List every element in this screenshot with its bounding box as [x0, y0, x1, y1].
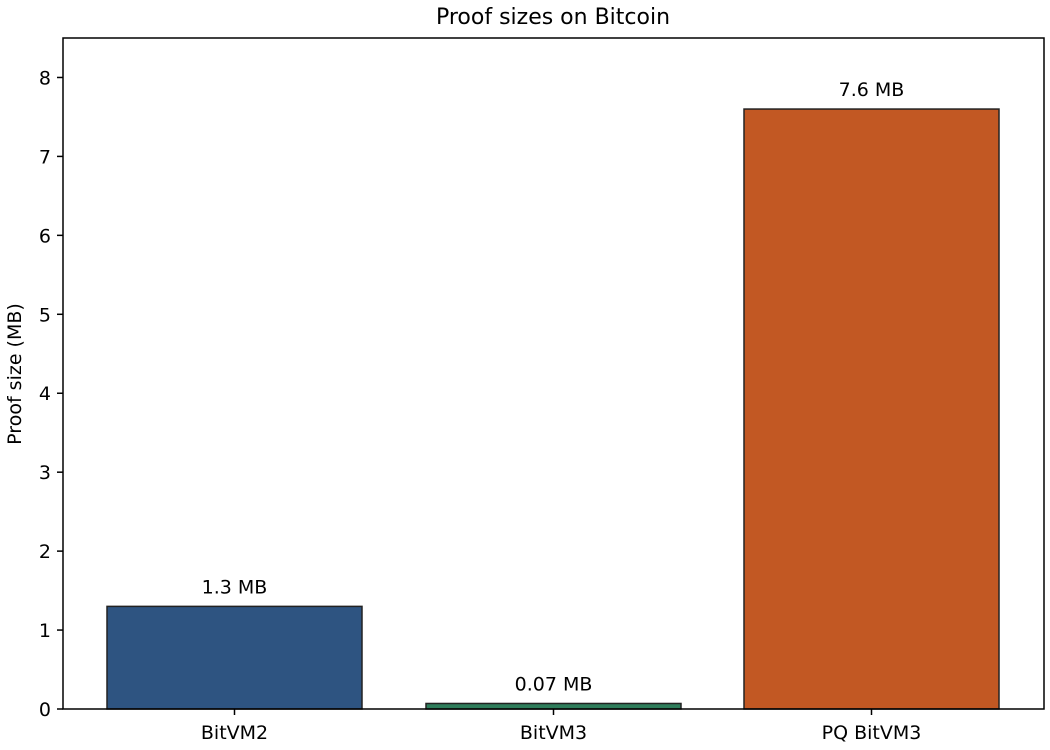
y-axis-label: Proof size (MB): [4, 303, 26, 445]
y-tick-label: 7: [39, 146, 51, 168]
x-axis-ticks: BitVM2 BitVM3 PQ BitVM3: [201, 709, 921, 744]
y-tick-label: 8: [39, 67, 51, 89]
data-label: 0.07 MB: [515, 673, 593, 695]
x-tick-label: BitVM3: [520, 722, 587, 744]
x-tick-label: PQ BitVM3: [822, 722, 922, 744]
bar-bitvm2: [106, 605, 363, 710]
y-tick-label: 4: [39, 383, 51, 405]
data-labels-group: 1.3 MB 0.07 MB 7.6 MB: [202, 79, 905, 695]
y-tick-label: 0: [39, 699, 51, 721]
y-tick-label: 2: [39, 541, 51, 563]
bars-group: [106, 108, 1000, 710]
y-tick-label: 6: [39, 225, 51, 247]
x-tick-label: BitVM2: [201, 722, 268, 744]
y-tick-label: 1: [39, 620, 51, 642]
bar-pq-bitvm3: [743, 108, 1000, 710]
bar-bitvm3: [425, 702, 682, 710]
chart-title: Proof sizes on Bitcoin: [436, 5, 670, 30]
data-label: 7.6 MB: [839, 79, 905, 101]
plot-frame: [62, 37, 1045, 710]
y-tick-label: 3: [39, 462, 51, 484]
y-axis-ticks: 0 1 2 3 4 5 6 7 8: [39, 67, 63, 721]
data-label: 1.3 MB: [202, 576, 268, 598]
y-tick-label: 5: [39, 304, 51, 326]
